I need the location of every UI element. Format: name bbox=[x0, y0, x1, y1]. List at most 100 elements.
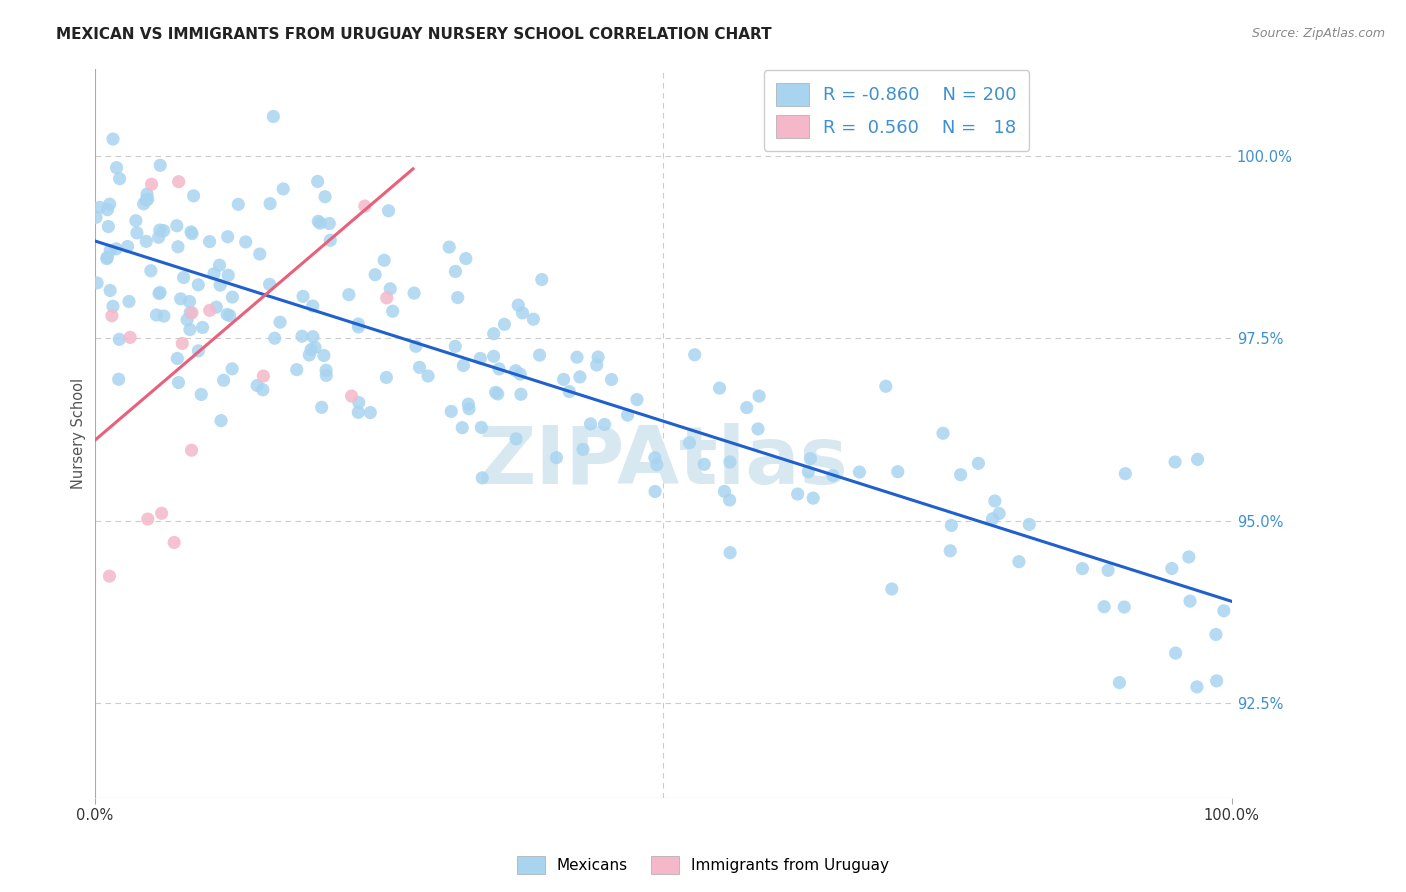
Point bbox=[530, 272, 553, 286]
Point bbox=[553, 372, 575, 386]
Point bbox=[347, 317, 370, 331]
Point bbox=[364, 268, 387, 282]
Point bbox=[150, 506, 173, 520]
Point bbox=[136, 512, 159, 526]
Point bbox=[105, 242, 128, 256]
Point bbox=[565, 350, 588, 364]
Point bbox=[1114, 600, 1136, 615]
Point bbox=[1018, 517, 1040, 532]
Point bbox=[301, 299, 323, 313]
Point bbox=[181, 306, 204, 320]
Text: MEXICAN VS IMMIGRANTS FROM URUGUAY NURSERY SCHOOL CORRELATION CHART: MEXICAN VS IMMIGRANTS FROM URUGUAY NURSE… bbox=[56, 27, 772, 42]
Point bbox=[291, 329, 314, 343]
Point bbox=[887, 465, 910, 479]
Point bbox=[205, 300, 228, 314]
Point bbox=[1178, 549, 1201, 564]
Point bbox=[259, 277, 281, 292]
Point bbox=[149, 158, 172, 172]
Point bbox=[347, 405, 370, 419]
Point bbox=[176, 312, 198, 326]
Point bbox=[252, 369, 274, 384]
Point bbox=[149, 223, 172, 237]
Point bbox=[735, 401, 758, 415]
Point bbox=[315, 363, 337, 377]
Point bbox=[163, 535, 186, 549]
Point bbox=[454, 252, 477, 266]
Point bbox=[1164, 646, 1187, 660]
Point bbox=[359, 406, 381, 420]
Point bbox=[167, 175, 190, 189]
Point bbox=[209, 414, 232, 428]
Point bbox=[98, 569, 121, 583]
Point bbox=[202, 267, 225, 281]
Point bbox=[153, 309, 176, 323]
Point bbox=[101, 132, 124, 146]
Point bbox=[359, 39, 381, 54]
Point bbox=[312, 349, 335, 363]
Point bbox=[404, 286, 426, 301]
Point bbox=[226, 197, 249, 211]
Point bbox=[191, 320, 214, 334]
Point bbox=[271, 182, 294, 196]
Point bbox=[381, 304, 404, 318]
Point bbox=[458, 401, 481, 416]
Point bbox=[311, 401, 333, 415]
Point bbox=[259, 196, 281, 211]
Point bbox=[645, 458, 668, 472]
Point bbox=[1097, 563, 1119, 577]
Point bbox=[457, 397, 479, 411]
Point bbox=[799, 451, 821, 466]
Point bbox=[118, 294, 141, 309]
Point bbox=[84, 211, 107, 225]
Point bbox=[748, 389, 770, 403]
Text: ZIPAtlas: ZIPAtlas bbox=[478, 424, 849, 501]
Point bbox=[471, 471, 494, 485]
Point bbox=[1164, 455, 1187, 469]
Point bbox=[125, 226, 148, 240]
Point bbox=[1108, 675, 1130, 690]
Point bbox=[447, 291, 470, 305]
Point bbox=[136, 192, 159, 206]
Point bbox=[848, 465, 870, 479]
Point bbox=[644, 484, 666, 499]
Point bbox=[522, 312, 544, 326]
Point bbox=[1185, 680, 1208, 694]
Point bbox=[132, 197, 155, 211]
Point bbox=[86, 276, 108, 290]
Point bbox=[508, 298, 530, 312]
Point bbox=[373, 253, 395, 268]
Point bbox=[187, 277, 209, 292]
Point bbox=[377, 203, 399, 218]
Point bbox=[235, 235, 257, 249]
Point bbox=[375, 291, 398, 305]
Point bbox=[586, 350, 609, 364]
Point bbox=[96, 250, 118, 264]
Point bbox=[988, 507, 1011, 521]
Point bbox=[166, 219, 188, 233]
Point bbox=[939, 543, 962, 558]
Point bbox=[108, 171, 131, 186]
Point bbox=[187, 343, 209, 358]
Point bbox=[354, 199, 377, 213]
Point bbox=[337, 287, 360, 301]
Point bbox=[180, 225, 202, 239]
Point bbox=[482, 326, 505, 341]
Point bbox=[98, 244, 121, 258]
Point bbox=[451, 420, 474, 434]
Point bbox=[217, 308, 239, 322]
Point bbox=[380, 282, 402, 296]
Point bbox=[786, 487, 808, 501]
Point bbox=[304, 340, 326, 354]
Point bbox=[709, 381, 731, 395]
Point bbox=[797, 465, 820, 479]
Point bbox=[488, 362, 510, 376]
Point bbox=[375, 370, 398, 384]
Point bbox=[299, 343, 322, 357]
Point bbox=[821, 468, 844, 483]
Legend: Mexicans, Immigrants from Uruguay: Mexicans, Immigrants from Uruguay bbox=[512, 850, 894, 880]
Y-axis label: Nursery School: Nursery School bbox=[72, 377, 86, 489]
Point bbox=[880, 582, 903, 596]
Point bbox=[302, 329, 325, 343]
Point bbox=[97, 219, 120, 234]
Point bbox=[347, 320, 370, 334]
